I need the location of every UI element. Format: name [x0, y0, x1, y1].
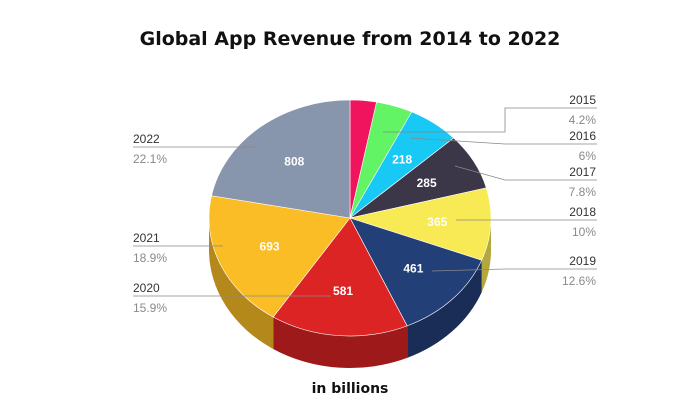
label-pct-2022: 22.1%: [133, 152, 167, 166]
pie-slice-2018: [348, 187, 492, 261]
label-year-2022: 2022: [133, 132, 160, 146]
value-label-2016: 218: [392, 152, 412, 166]
leader-line-2015: [383, 107, 597, 133]
label-year-2017: 2017: [569, 165, 596, 179]
value-label-2018: 365: [427, 215, 447, 229]
leader-line-2019: [431, 268, 597, 272]
pie-slice-2019: [349, 217, 483, 327]
pie-side-walls: [209, 218, 491, 369]
label-pct-2015: 4.2%: [569, 113, 597, 127]
pie-callouts: 2015 4.2% 2016 6% 2017 7.8% 2018 10% 2019 12.6% 20…: [133, 93, 597, 315]
leader-line-2020: [133, 295, 331, 297]
label-year-2020: 2020: [133, 281, 160, 295]
label-year-2021: 2021: [133, 231, 160, 245]
leader-line-2021: [133, 245, 223, 247]
label-pct-2019: 12.6%: [562, 274, 596, 288]
leader-line-2017: [454, 165, 597, 181]
value-label-2017: 285: [417, 176, 437, 190]
pie-slice-2020: [272, 217, 408, 337]
value-label-2022: 808: [284, 155, 304, 169]
value-label-2021: 693: [260, 240, 280, 254]
leader-line-2022: [133, 146, 256, 148]
label-pct-2021: 18.9%: [133, 251, 167, 265]
chart-title: Global App Revenue from 2014 to 2022: [139, 28, 561, 50]
label-pct-2017: 7.8%: [569, 185, 597, 199]
pie-side-2019: [407, 260, 482, 358]
leader-line-2016: [409, 137, 597, 145]
pie-top: [208, 99, 492, 337]
label-year-2018: 2018: [569, 205, 596, 219]
pie-value-labels: 218 285 365 461 581 693 808: [260, 152, 448, 298]
label-pct-2018: 10%: [572, 225, 596, 239]
label-pct-2020: 15.9%: [133, 301, 167, 315]
label-year-2016: 2016: [569, 129, 596, 143]
pie-slice-2021: [208, 195, 351, 318]
pie-slice-2022: [211, 99, 351, 219]
label-year-2019: 2019: [569, 254, 596, 268]
label-year-2015: 2015: [569, 93, 596, 107]
pie-side-2021: [209, 218, 274, 349]
pie-side-2020: [273, 316, 408, 369]
label-pct-2016: 6%: [579, 149, 597, 163]
value-label-2019: 461: [403, 261, 423, 275]
value-label-2020: 581: [333, 284, 353, 298]
pie-side-2018: [481, 218, 491, 293]
chart-caption: in billions: [311, 381, 389, 397]
